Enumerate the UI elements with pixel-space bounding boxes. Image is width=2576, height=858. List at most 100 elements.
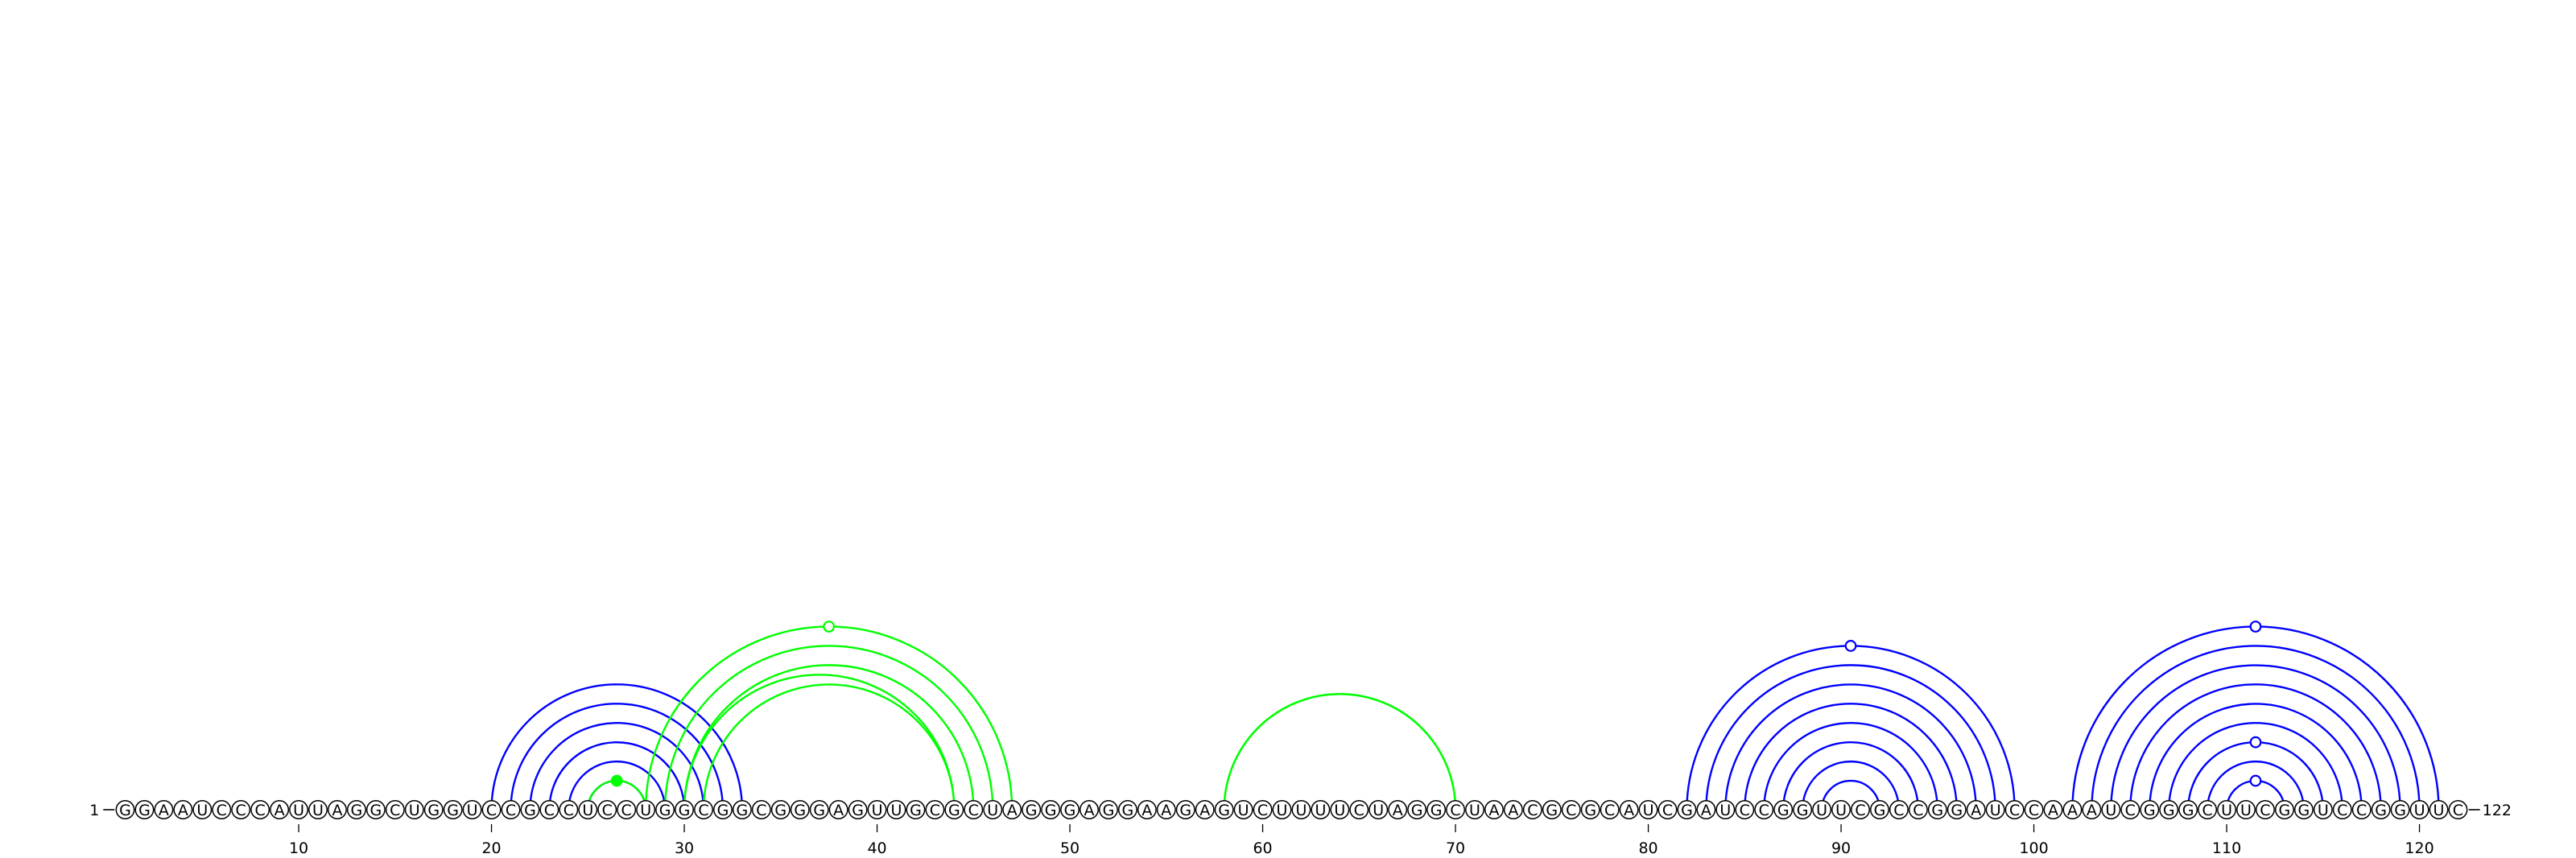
nucleotide-letter: C bbox=[2125, 802, 2136, 819]
arc-apex-marker bbox=[823, 621, 836, 633]
base-pair-arc bbox=[1820, 779, 1881, 811]
nucleotide-letter: C bbox=[1566, 802, 1576, 819]
green-helix-2 bbox=[644, 621, 1013, 811]
nucleotide-letter: C bbox=[1257, 802, 1268, 819]
nucleotide-circle bbox=[2390, 800, 2410, 819]
nucleotide-circle bbox=[1080, 800, 1099, 819]
base-pair-arc bbox=[1223, 693, 1457, 811]
nucleotide: G bbox=[848, 800, 868, 819]
nucleotide: G bbox=[2159, 800, 2179, 819]
nucleotide: A bbox=[1080, 800, 1099, 819]
nucleotide-letter: U bbox=[2221, 802, 2232, 819]
nucleotide: G bbox=[1542, 800, 1562, 819]
nucleotide: C bbox=[385, 800, 405, 819]
position-axis: 10 20 30 40 50 60 70 80 90 100 110 120 bbox=[289, 824, 2434, 857]
nucleotide-circle bbox=[1175, 800, 1195, 819]
nucleotide-letter: G bbox=[1777, 802, 1790, 819]
nucleotide-circle bbox=[1060, 800, 1080, 819]
nucleotide-circle bbox=[1253, 800, 1273, 819]
nucleotide-circle bbox=[2236, 800, 2256, 819]
nucleotide-circle bbox=[1542, 800, 1562, 819]
nucleotide: G bbox=[134, 800, 155, 819]
nucleotide: U bbox=[2313, 800, 2333, 819]
nucleotide-letter: U bbox=[1238, 802, 1249, 819]
nucleotide-circle bbox=[1426, 800, 1447, 819]
nucleotide-circle bbox=[1908, 800, 1928, 819]
nucleotide: A bbox=[154, 800, 174, 819]
nucleotide-letter: C bbox=[1893, 802, 1904, 819]
nucleotide-letter: G bbox=[1045, 802, 1057, 819]
nucleotide-letter: U bbox=[1719, 802, 1731, 819]
nucleotide-circle bbox=[1272, 800, 1292, 819]
nucleotide-circle bbox=[1214, 800, 1234, 819]
nucleotide-circle bbox=[2448, 800, 2468, 819]
nucleotide-circle bbox=[1638, 800, 1658, 819]
nucleotide-circle bbox=[2429, 800, 2449, 819]
nucleotide-circle bbox=[2409, 800, 2429, 819]
nucleotide: U bbox=[867, 800, 887, 819]
nucleotide-letter: U bbox=[293, 802, 304, 819]
nucleotide-circle bbox=[1156, 800, 1176, 819]
nucleotide-letter: G bbox=[2297, 802, 2310, 819]
base-pair-arc bbox=[1223, 693, 1457, 811]
nucleotide-circle bbox=[1522, 800, 1542, 819]
nucleotide: G bbox=[790, 800, 810, 819]
nucleotide-letter: A bbox=[2067, 802, 2078, 819]
nucleotide-letter: G bbox=[1430, 802, 1443, 819]
nucleotide: U bbox=[308, 800, 328, 819]
nucleotide-letter: C bbox=[930, 802, 940, 819]
nucleotide: G bbox=[770, 800, 791, 819]
nucleotide: A bbox=[1503, 800, 1523, 819]
base-pair-arc bbox=[1763, 722, 1938, 811]
nucleotide: G bbox=[732, 800, 752, 819]
nucleotide-circle bbox=[1946, 800, 1967, 819]
nucleotide-letter: G bbox=[2182, 802, 2194, 819]
nucleotide-letter: C bbox=[2337, 802, 2347, 819]
nucleotide-circle bbox=[2332, 800, 2352, 819]
base-pair-arc bbox=[1744, 703, 1958, 811]
nucleotide-circle bbox=[2178, 800, 2198, 819]
base-pair-arc bbox=[2168, 722, 2343, 811]
nucleotide-circle bbox=[1851, 800, 1870, 819]
arc-layer bbox=[490, 621, 2440, 811]
nucleotide: U bbox=[1233, 800, 1253, 819]
nucleotide-letter: A bbox=[1508, 802, 1518, 819]
nucleotide: C bbox=[597, 800, 617, 819]
nucleotide-circle bbox=[1446, 800, 1466, 819]
nucleotide: G bbox=[1793, 800, 1813, 819]
nucleotide-circle bbox=[2293, 800, 2314, 819]
nucleotide-letter: C bbox=[544, 802, 555, 819]
nucleotide-letter: C bbox=[255, 802, 266, 819]
nucleotide: U bbox=[404, 800, 424, 819]
nucleotide-letter: C bbox=[236, 802, 246, 819]
nucleotide-circle bbox=[1388, 800, 1408, 819]
nucleotide-letter: G bbox=[1064, 802, 1076, 819]
nucleotide: G bbox=[1214, 800, 1234, 819]
nucleotide-circle bbox=[675, 800, 694, 819]
nucleotide-letter: A bbox=[2048, 802, 2058, 819]
nucleotide-circle bbox=[1715, 800, 1736, 819]
axis-tick-label: 50 bbox=[1060, 839, 1080, 857]
nucleotide: A bbox=[1156, 800, 1176, 819]
nucleotide-letter: U bbox=[872, 802, 883, 819]
nucleotide: G bbox=[809, 800, 829, 819]
nucleotide-letter: G bbox=[1103, 802, 1115, 819]
nucleotide: G bbox=[1426, 800, 1447, 819]
nucleotide: U bbox=[1812, 800, 1832, 819]
nucleotide-circle bbox=[115, 800, 135, 819]
nucleotide-letter: A bbox=[1084, 802, 1095, 819]
nucleotide: A bbox=[173, 800, 193, 819]
nucleotide-letter: A bbox=[833, 802, 844, 819]
nucleotide-letter: G bbox=[524, 802, 536, 819]
blue-helix-5 bbox=[2071, 621, 2440, 811]
nucleotide-letter: G bbox=[1931, 802, 1943, 819]
nucleotide-circle bbox=[1465, 800, 1484, 819]
nucleotide-circle bbox=[809, 800, 829, 819]
nucleotide-circle bbox=[520, 800, 540, 819]
nucleotide-letter: A bbox=[1161, 802, 1171, 819]
nucleotide-letter: C bbox=[2260, 802, 2270, 819]
nucleotide: G bbox=[1927, 800, 1947, 819]
nucleotide: G bbox=[520, 800, 540, 819]
base-pair-arc bbox=[548, 741, 686, 811]
